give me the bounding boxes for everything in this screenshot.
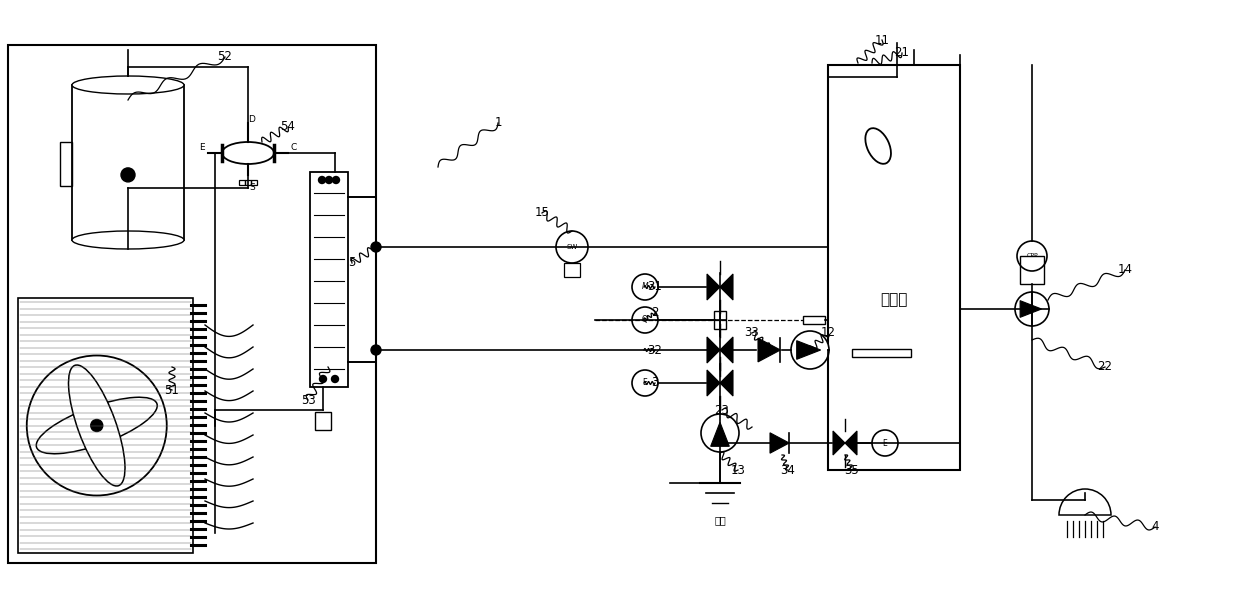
Text: 31: 31: [647, 281, 662, 293]
Text: 54: 54: [280, 120, 295, 134]
Polygon shape: [720, 370, 733, 396]
Polygon shape: [720, 274, 733, 300]
Ellipse shape: [68, 365, 125, 486]
Text: 34: 34: [780, 463, 795, 477]
Circle shape: [1016, 292, 1049, 326]
Bar: [1021, 256, 1044, 284]
Polygon shape: [796, 341, 821, 359]
Polygon shape: [844, 431, 857, 455]
Text: Q: Q: [642, 315, 649, 324]
Polygon shape: [720, 337, 733, 363]
Text: 冷泉: 冷泉: [714, 515, 725, 525]
Text: CPP: CPP: [1027, 253, 1038, 258]
Text: 蓄水筱: 蓄水筱: [880, 292, 908, 307]
Text: 1: 1: [495, 117, 502, 129]
Text: SW: SW: [567, 244, 578, 250]
Polygon shape: [711, 422, 729, 446]
Polygon shape: [707, 274, 720, 300]
Polygon shape: [833, 431, 844, 455]
Circle shape: [91, 419, 103, 431]
Circle shape: [632, 307, 658, 333]
Bar: [19, 298, 193, 553]
Circle shape: [556, 231, 588, 263]
Text: E: E: [883, 439, 888, 448]
Text: 5: 5: [348, 257, 356, 269]
Bar: [804, 316, 825, 324]
Bar: [7, 45, 376, 563]
Circle shape: [27, 356, 166, 495]
Bar: [852, 348, 911, 356]
Text: 15: 15: [534, 206, 549, 220]
Text: 35: 35: [844, 463, 859, 477]
Circle shape: [632, 370, 658, 396]
Circle shape: [332, 177, 340, 183]
Circle shape: [319, 177, 325, 183]
Polygon shape: [770, 433, 789, 453]
Text: 3: 3: [651, 376, 658, 390]
Wedge shape: [1059, 489, 1111, 515]
Text: 13: 13: [730, 463, 745, 477]
Circle shape: [1017, 241, 1047, 271]
Circle shape: [325, 177, 332, 183]
Bar: [246, 180, 250, 185]
Text: 32: 32: [647, 344, 662, 356]
Text: 33: 33: [745, 327, 759, 339]
Text: 51: 51: [165, 384, 180, 396]
Ellipse shape: [222, 142, 274, 164]
Circle shape: [632, 274, 658, 300]
Bar: [564, 263, 580, 277]
Text: 21: 21: [894, 47, 909, 59]
Polygon shape: [707, 337, 720, 363]
Text: 12: 12: [821, 327, 836, 339]
Bar: [828, 65, 960, 470]
Circle shape: [701, 414, 739, 452]
Circle shape: [371, 345, 381, 355]
Circle shape: [791, 331, 830, 369]
Bar: [310, 172, 348, 387]
Bar: [714, 311, 725, 329]
Text: 52: 52: [217, 50, 232, 64]
Text: E: E: [200, 143, 205, 151]
Bar: [72, 85, 184, 240]
Bar: [239, 180, 244, 185]
Text: 2: 2: [651, 307, 658, 319]
Polygon shape: [758, 338, 780, 362]
Text: 53: 53: [300, 393, 315, 407]
Text: 23: 23: [714, 404, 729, 416]
Text: 4: 4: [1151, 520, 1158, 534]
Bar: [315, 412, 331, 430]
Circle shape: [320, 376, 326, 382]
Polygon shape: [1021, 301, 1042, 318]
Ellipse shape: [36, 397, 157, 454]
Polygon shape: [707, 370, 720, 396]
Bar: [252, 180, 257, 185]
Text: C: C: [291, 143, 298, 151]
Circle shape: [872, 430, 898, 456]
Text: 11: 11: [874, 33, 889, 47]
Text: E: E: [642, 379, 647, 387]
Circle shape: [331, 376, 339, 382]
Text: D: D: [248, 114, 255, 123]
Ellipse shape: [72, 76, 184, 94]
Text: 14: 14: [1117, 264, 1132, 276]
Ellipse shape: [72, 231, 184, 249]
Bar: [60, 142, 72, 186]
Text: S: S: [249, 183, 255, 192]
Text: 22: 22: [1097, 361, 1112, 373]
Circle shape: [122, 168, 135, 182]
Text: M: M: [641, 283, 649, 292]
Circle shape: [371, 242, 381, 252]
